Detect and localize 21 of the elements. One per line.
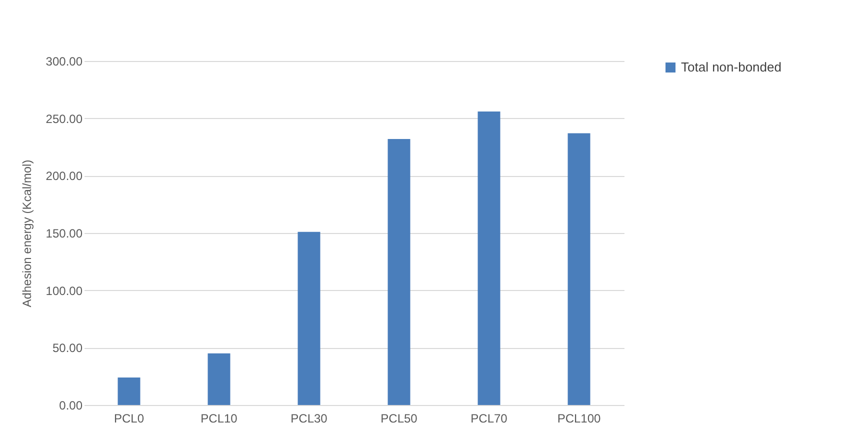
bar — [118, 377, 140, 405]
bar — [298, 232, 320, 405]
x-tick-label: PCL70 — [470, 412, 508, 426]
bar — [388, 138, 410, 405]
legend-label: Total non-bonded — [681, 60, 782, 74]
y-tick-label: 150.00 — [46, 226, 83, 240]
y-tick-label: 250.00 — [46, 112, 83, 126]
bar — [478, 111, 500, 405]
x-tick-label: PCL10 — [200, 412, 238, 426]
x-tick-label: PCL30 — [290, 412, 328, 426]
y-axis-title: Adhesion energy (Kcal/mol) — [20, 160, 34, 308]
y-tick-label: 300.00 — [46, 54, 83, 68]
bar — [208, 353, 230, 405]
x-tick-label: PCL50 — [380, 412, 418, 426]
x-tick-label: PCL0 — [114, 412, 144, 426]
x-tick-label: PCL100 — [557, 412, 602, 426]
y-tick-label: 0.00 — [59, 398, 83, 412]
y-tick-label: 100.00 — [46, 284, 83, 298]
y-tick-label: 200.00 — [46, 169, 83, 184]
bar — [568, 133, 590, 405]
y-tick-label: 50.00 — [52, 341, 83, 356]
